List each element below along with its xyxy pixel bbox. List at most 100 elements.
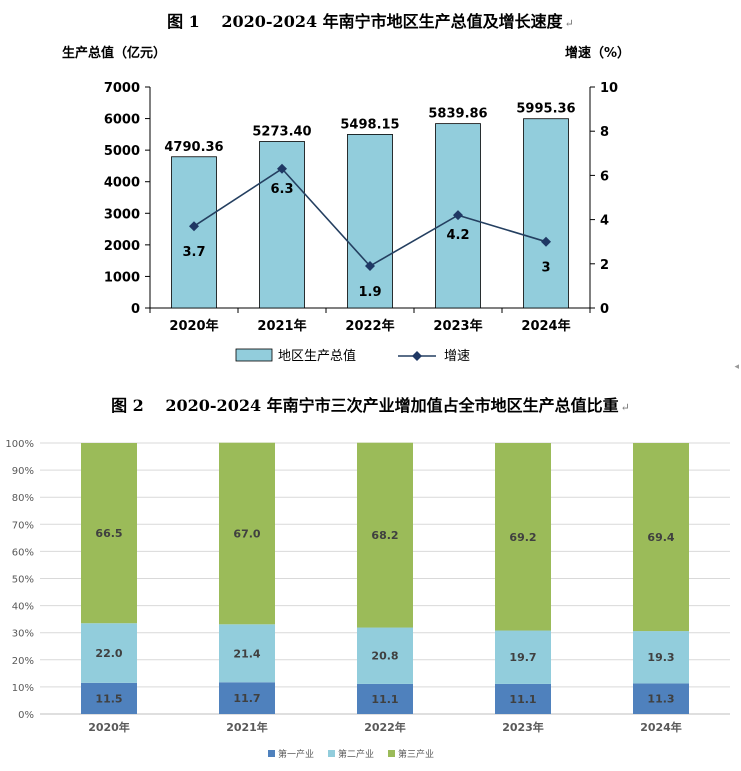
gdp-bar [171,156,217,309]
figure-2-title: 图 2 2020-2024 年南宁市三次产业增加值占全市地区生产总值比重 ↵ [0,392,741,416]
stacked-bar-segment [81,443,137,624]
x-axis-category-label: 2023年 [502,720,544,734]
side-mark-icon: ◂ [734,362,739,372]
stacked-bar-segment [357,442,413,628]
growth-rate-marker [453,210,463,221]
legend-growth-label: 增速 [444,349,470,364]
growth-rate-label: 4.2 [446,228,469,243]
paragraph-mark-icon: ↵ [620,401,630,414]
growth-rate-marker [365,261,375,272]
figure-1-title: 图 1 2020-2024 年南宁市地区生产总值及增长速度 ↵ [0,8,741,32]
legend-gdp-swatch [235,348,273,362]
chart-1-svg: 0 1000 2000 3000 4000 5000 6000 7000 0 2 4 6 8 10 4790… [104,81,618,364]
legend-growth-marker [412,351,422,361]
x-axis-category-label: 2020年 [169,318,218,334]
y-axis-tick-label: 0% [18,710,34,721]
y-axis-tick-label: 40% [12,602,34,613]
segment-value-label: 22.0 [95,647,122,660]
legend-gdp-label: 地区生产总值 [278,348,356,364]
right-axis-tick-label: 10 [600,81,618,96]
y-axis-tick-label: 10% [12,683,34,694]
gdp-bar [523,118,569,309]
growth-rate-marker [277,163,287,174]
y-axis-tick-label: 100% [5,439,34,450]
growth-rate-label: 3 [541,261,550,276]
segment-value-label: 11.7 [233,692,260,705]
segment-value-label: 11.5 [95,692,122,705]
x-axis-category-label: 2022年 [345,318,394,334]
y-axis-tick-label: 70% [12,520,34,531]
x-axis-category-label: 2021年 [257,318,306,334]
stacked-bar-segment [219,682,275,714]
figure-1-title-text: 图 1 2020-2024 年南宁市地区生产总值及增长速度 [167,12,563,31]
y-axis-tick-label: 30% [12,629,34,640]
x-axis-category-label: 2024年 [521,318,570,334]
growth-rate-label: 6.3 [270,182,293,197]
gdp-bar-label: 5273.40 [252,125,311,140]
growth-rate-marker [541,236,551,247]
right-axis-tick-label: 2 [600,258,609,273]
gdp-bar-label: 5995.36 [516,102,575,117]
left-axis-title: 生产总值（亿元） [62,46,167,61]
segment-value-label: 67.0 [233,528,260,541]
y-axis-tick-label: 50% [12,575,34,586]
x-axis-category-label: 2020年 [88,720,130,734]
left-axis-tick-label: 4000 [104,176,140,191]
segment-value-label: 20.8 [371,650,398,663]
y-axis-tick-label: 60% [12,547,34,558]
stacked-bar-segment [81,682,137,714]
gdp-bar-label: 4790.36 [164,140,223,155]
segment-value-label: 11.1 [509,693,536,706]
segment-value-label: 11.3 [647,693,674,706]
growth-rate-marker [189,221,199,232]
right-axis-title: 增速（%） [565,46,631,61]
x-axis-category-label: 2022年 [364,720,406,734]
right-axis-tick-label: 8 [600,125,609,140]
legend-label: 第二产业 [338,748,374,760]
left-axis-tick-label: 3000 [104,207,140,222]
segment-value-label: 19.3 [647,651,674,664]
gdp-bar-label: 5498.15 [340,117,399,132]
legend-swatch [388,750,395,757]
stacked-bar-segment [357,627,413,684]
figure-2-title-text: 图 2 2020-2024 年南宁市三次产业增加值占全市地区生产总值比重 [111,396,619,415]
legend-swatch [268,750,275,757]
right-axis-tick-label: 0 [600,302,609,317]
gdp-bar-label: 5839.86 [428,107,487,122]
left-axis-tick-label: 6000 [104,113,140,128]
right-axis-tick-label: 4 [600,214,609,229]
stacked-bar-segment [633,443,689,632]
left-axis-tick-label: 2000 [104,239,140,254]
stacked-bar-segment [219,624,275,683]
stacked-bar-segment [495,630,551,684]
stacked-bar-segment [495,683,551,714]
x-axis-category-label: 2024年 [640,720,682,734]
growth-rate-label: 3.7 [182,245,205,260]
x-axis-category-label: 2021年 [226,720,268,734]
left-axis-tick-label: 5000 [104,144,140,159]
legend-label: 第一产业 [278,748,314,760]
stacked-bar-segment [495,443,551,631]
stacked-bar-segment [633,631,689,684]
segment-value-label: 69.4 [647,531,674,544]
right-axis-tick-label: 6 [600,169,609,184]
left-axis-tick-label: 7000 [104,81,140,96]
legend-label: 第三产业 [398,748,434,760]
x-axis-category-label: 2023年 [433,318,482,334]
legend-swatch [328,750,335,757]
y-axis-tick-label: 80% [12,493,34,504]
segment-value-label: 68.2 [371,529,398,542]
segment-value-label: 69.2 [509,531,536,544]
stacked-bar-segment [633,683,689,714]
stacked-bar-segment [357,683,413,714]
paragraph-mark-icon: ↵ [564,17,574,30]
y-axis-tick-label: 90% [12,466,34,477]
stacked-bar-segment [81,623,137,683]
segment-value-label: 11.1 [371,693,398,706]
segment-value-label: 21.4 [233,647,260,660]
segment-value-label: 66.5 [95,527,122,540]
stacked-bar-segment [219,442,275,625]
growth-rate-label: 1.9 [358,285,381,300]
segment-value-label: 19.7 [509,651,536,664]
